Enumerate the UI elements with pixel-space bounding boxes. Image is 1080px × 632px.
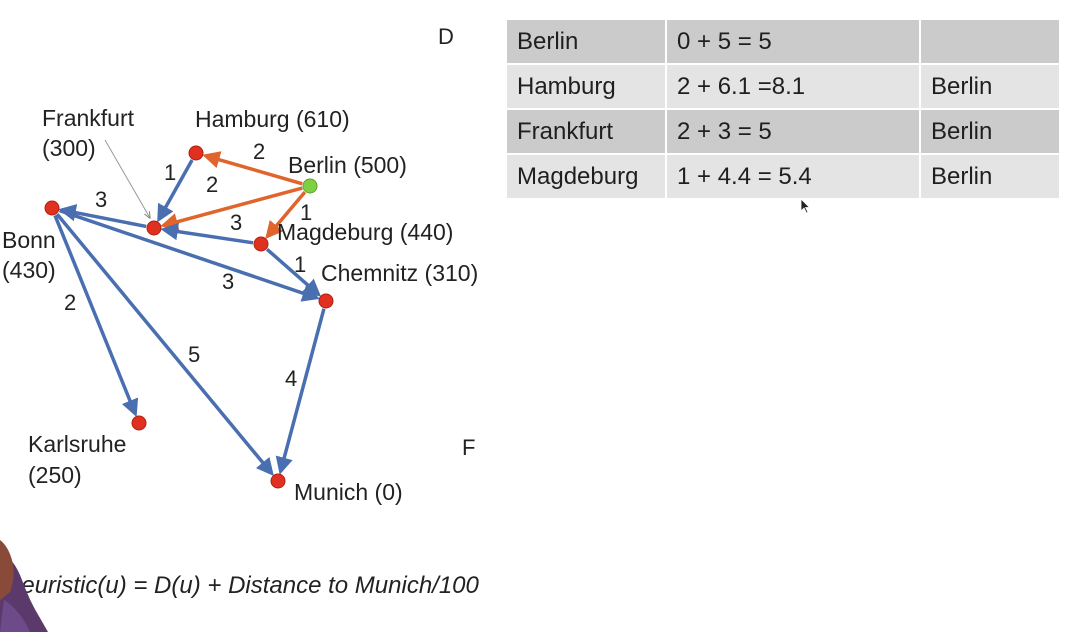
edge-magdeburg-chemnitz	[265, 247, 322, 297]
node-chemnitz	[318, 293, 334, 309]
table-cell-city: Frankfurt	[505, 108, 667, 155]
node-bonn	[44, 200, 60, 216]
node-label-magdeburg: Magdeburg (440)	[277, 219, 453, 245]
edge-bonn-chemnitz	[59, 208, 320, 302]
node-frankfurt	[146, 220, 162, 236]
edge-weight-berlin-hamburg: 2	[253, 139, 265, 164]
node-label-karlsruhe: Karlsruhe	[28, 431, 126, 457]
node-label-frankfurt: Frankfurt	[42, 105, 135, 131]
letter-d: D	[438, 24, 454, 49]
node-label-hamburg: Hamburg (610)	[195, 106, 350, 132]
node-label-berlin: Berlin (500)	[288, 152, 407, 178]
table-cell-city: Magdeburg	[505, 153, 667, 200]
table-cell-value: 1 + 4.4 = 5.4	[665, 153, 921, 200]
node-label-chemnitz: Chemnitz (310)	[321, 260, 478, 286]
table-cell-city: Berlin	[505, 18, 667, 65]
edge-hamburg-frankfurt	[157, 159, 194, 223]
edge-frankfurt-bonn	[58, 204, 147, 229]
table-cell-value: 2 + 6.1 =8.1	[665, 63, 921, 110]
node-karlsruhe	[131, 415, 147, 431]
edge-berlin-magdeburg	[265, 190, 307, 240]
table-row: Magdeburg 1 + 4.4 = 5.4 Berlin	[505, 153, 1061, 200]
node-label-frankfurt-line2: (300)	[42, 135, 96, 161]
edge-weight-berlin-frankfurt: 2	[206, 172, 218, 197]
edge-weight-frankfurt-bonn: 3	[95, 187, 107, 212]
table-cell-value: 2 + 3 = 5	[665, 108, 921, 155]
table-cell-prev	[919, 18, 1061, 65]
node-label-munich: Munich (0)	[294, 479, 403, 505]
table-cell-prev: Berlin	[919, 63, 1061, 110]
edge-weight-magdeburg-frankfurt: 3	[230, 210, 242, 235]
table-cell-city: Hamburg	[505, 63, 667, 110]
table-row: Frankfurt 2 + 3 = 5 Berlin	[505, 108, 1061, 155]
table-cell-prev: Berlin	[919, 108, 1061, 155]
frankfurt-pointer-line	[104, 139, 150, 218]
node-hamburg	[188, 145, 204, 161]
edge-berlin-frankfurt	[160, 186, 303, 231]
node-label-bonn: Bonn	[2, 227, 56, 253]
table-row: Hamburg 2 + 6.1 =8.1 Berlin	[505, 63, 1061, 110]
letter-f: F	[462, 435, 476, 460]
edge-weight-magdeburg-chemnitz: 1	[294, 252, 306, 277]
edge-weight-bonn-munich: 5	[188, 342, 200, 367]
edge-weight-hamburg-frankfurt: 1	[164, 160, 176, 185]
table-cell-value: 0 + 5 = 5	[665, 18, 921, 65]
edge-weight-bonn-chemnitz: 3	[222, 269, 234, 294]
presenter-video-thumbnail	[0, 540, 60, 632]
node-label-bonn-line2: (430)	[2, 257, 56, 283]
edge-weight-chemnitz-munich: 4	[285, 366, 297, 391]
edge-weight-berlin-magdeburg: 1	[300, 200, 312, 225]
node-label-karlsruhe-line2: (250)	[28, 462, 82, 488]
node-munich	[270, 473, 286, 489]
table-row: Berlin 0 + 5 = 5	[505, 18, 1061, 65]
edge-bonn-karlsruhe	[53, 214, 139, 417]
edge-magdeburg-frankfurt	[160, 222, 254, 245]
edge-weight-bonn-karlsruhe: 2	[64, 290, 76, 315]
heuristic-formula: heuristic(u) = D(u) + Distance to Munich…	[8, 572, 479, 599]
node-berlin	[302, 178, 318, 194]
table-cell-prev: Berlin	[919, 153, 1061, 200]
edge-bonn-munich	[55, 213, 274, 476]
edge-chemnitz-munich	[275, 308, 326, 475]
edge-berlin-hamburg	[202, 151, 303, 186]
distance-table: Berlin 0 + 5 = 5 Hamburg 2 + 6.1 =8.1 Be…	[505, 18, 1061, 200]
node-magdeburg	[253, 236, 269, 252]
mouse-cursor-icon	[800, 198, 811, 214]
